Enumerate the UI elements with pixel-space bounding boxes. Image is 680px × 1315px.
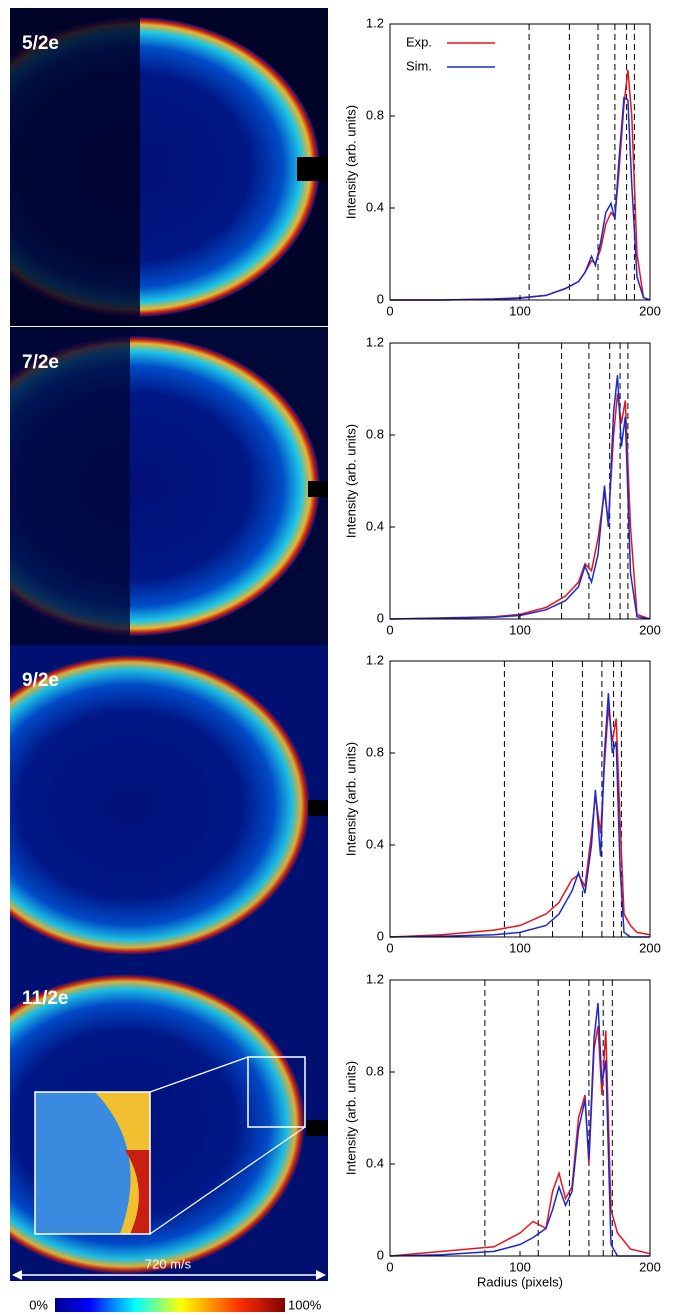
- series-line: [389, 1002, 650, 1257]
- x-axis-label: Radius (pixels): [477, 1274, 563, 1289]
- panel-label: 7/2e: [22, 352, 59, 373]
- scale-bar-label: 720 m/s: [145, 1256, 192, 1271]
- y-tick-label: 0.8: [366, 426, 384, 441]
- y-tick-label: 1.2: [366, 334, 384, 349]
- panel-label: 5/2e: [22, 33, 59, 54]
- series-line: [389, 693, 650, 938]
- legend-label: Sim.: [406, 58, 432, 73]
- y-tick-label: 0: [377, 928, 384, 943]
- y-axis-label: Intensity (arb. units): [343, 742, 358, 856]
- x-tick-label: 0: [386, 303, 393, 318]
- legend-label: Exp.: [406, 34, 432, 49]
- y-axis-label: Intensity (arb. units): [343, 424, 358, 538]
- y-tick-label: 0.4: [366, 836, 384, 851]
- y-tick-label: 0.8: [366, 107, 384, 122]
- y-tick-label: 1.2: [366, 652, 384, 667]
- colorbar-max-label: 100%: [288, 1297, 322, 1312]
- x-tick-label: 0: [386, 940, 393, 955]
- series-line: [390, 96, 651, 301]
- x-tick-label: 0: [386, 622, 393, 637]
- y-tick-label: 0.4: [366, 199, 384, 214]
- y-tick-label: 0: [377, 610, 384, 625]
- y-tick-label: 0.4: [366, 1155, 384, 1170]
- x-tick-label: 200: [639, 622, 661, 637]
- detector-images: [10, 8, 328, 1312]
- panel-label: 11/2e: [22, 988, 69, 1009]
- y-tick-label: 0.4: [366, 518, 384, 533]
- y-tick-label: 0: [377, 291, 384, 306]
- x-tick-label: 200: [639, 940, 661, 955]
- x-tick-label: 100: [509, 1259, 531, 1274]
- y-tick-label: 1.2: [366, 15, 384, 30]
- y-tick-label: 0: [377, 1247, 384, 1262]
- y-tick-label: 0.8: [366, 1063, 384, 1078]
- x-tick-label: 100: [509, 622, 531, 637]
- series-line: [389, 375, 651, 620]
- y-tick-label: 1.2: [366, 971, 384, 986]
- plot-frame: [389, 979, 651, 1257]
- x-tick-label: 200: [639, 1259, 661, 1274]
- y-axis-label: Intensity (arb. units): [343, 105, 358, 219]
- y-tick-label: 0.8: [366, 744, 384, 759]
- x-tick-label: 0: [386, 1259, 393, 1274]
- plot-frame: [389, 660, 651, 938]
- series-line: [389, 393, 651, 620]
- y-axis-label: Intensity (arb. units): [343, 1061, 358, 1175]
- panel-label: 9/2e: [22, 670, 59, 691]
- x-tick-label: 100: [509, 940, 531, 955]
- x-tick-label: 100: [509, 303, 531, 318]
- series-line: [389, 1025, 651, 1257]
- colorbar-min-label: 0%: [29, 1297, 48, 1312]
- x-tick-label: 200: [639, 303, 661, 318]
- series-line: [390, 69, 651, 301]
